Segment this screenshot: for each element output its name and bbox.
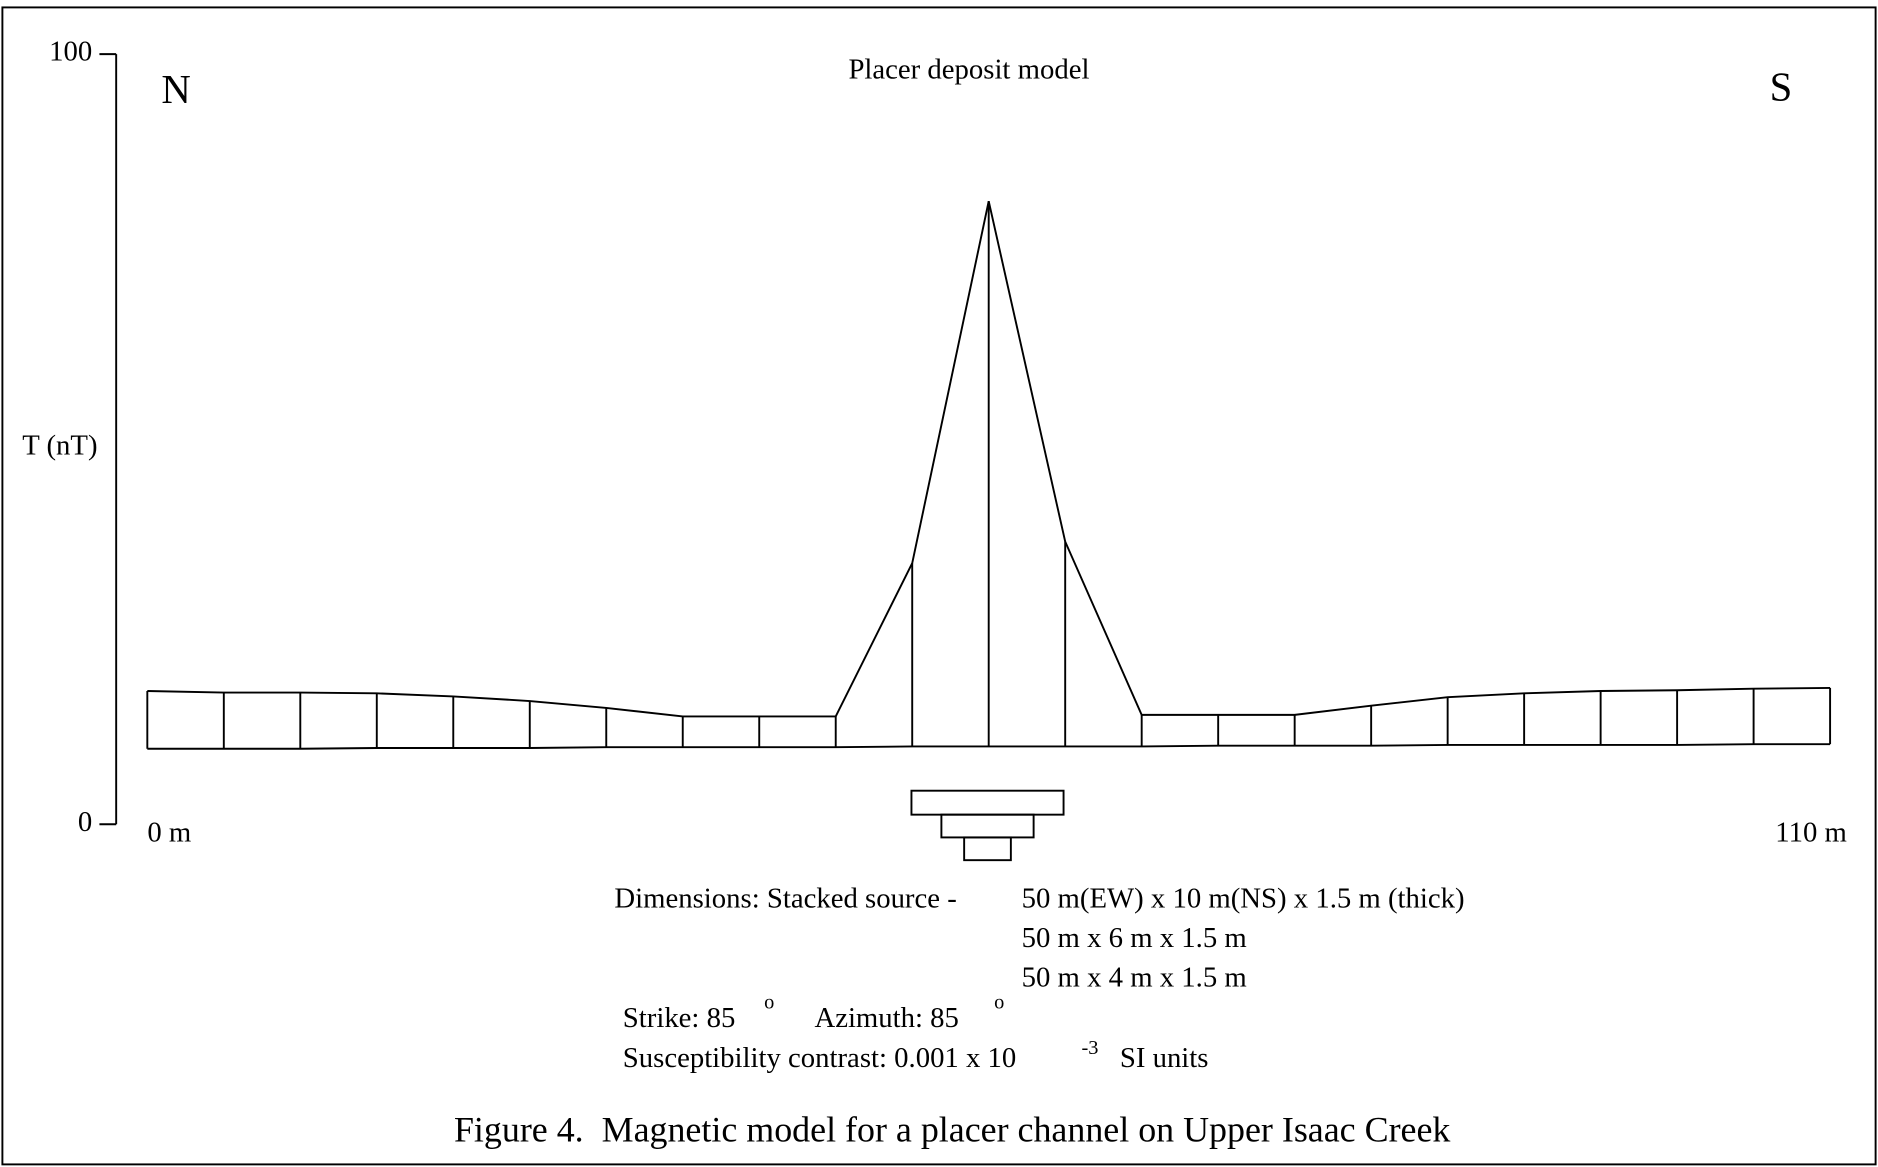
frame bbox=[1, 6, 1877, 1166]
x-tick-label: 0 m bbox=[147, 817, 191, 849]
strike: Strike: 85 bbox=[623, 1002, 736, 1034]
y-tick-label: 0 bbox=[78, 806, 92, 838]
dimension: 50 m x 4 m x 1.5 m bbox=[1022, 962, 1247, 994]
chart-title: Placer deposit model bbox=[848, 54, 1089, 86]
caption: Figure 4. Magnetic model for a placer ch… bbox=[454, 1109, 1450, 1149]
susceptibility-exponent: -3 bbox=[1082, 1037, 1099, 1059]
baseline-line bbox=[147, 743, 1831, 750]
profile-line bbox=[147, 200, 1831, 718]
dimension: 50 m(EW) x 10 m(NS) x 1.5 m (thick) bbox=[1022, 882, 1465, 914]
south-label: S bbox=[1770, 65, 1793, 110]
dimensions-label: Dimensions: Stacked source - bbox=[614, 882, 956, 914]
azimuth-unit: o bbox=[994, 992, 1004, 1014]
source-block bbox=[963, 836, 1012, 862]
x-tick-label: 110 m bbox=[1775, 817, 1847, 849]
strike-unit: o bbox=[764, 992, 774, 1014]
source-block bbox=[910, 789, 1065, 816]
susceptibility: Susceptibility contrast: 0.001 x 10 bbox=[623, 1042, 1016, 1074]
azimuth: Azimuth: 85 bbox=[814, 1002, 958, 1034]
dimension: 50 m x 6 m x 1.5 m bbox=[1022, 922, 1247, 954]
source-block bbox=[940, 813, 1035, 839]
north-label: N bbox=[161, 67, 190, 112]
y-tick-label: 100 bbox=[49, 36, 92, 68]
susceptibility-unit: SI units bbox=[1120, 1042, 1209, 1074]
y-axis-label: T (nT) bbox=[22, 430, 97, 462]
